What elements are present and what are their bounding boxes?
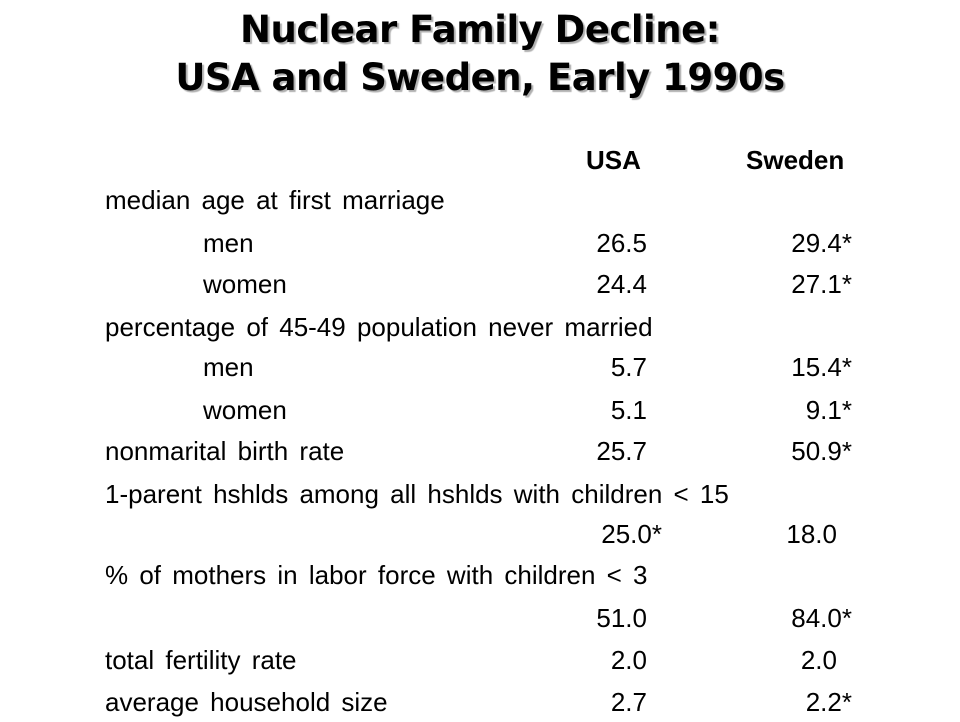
usa-value: 24.4 [596,269,647,299]
sweden-value: 27.1* [791,269,852,299]
row-label: total fertility rate [105,645,297,675]
usa-value: 51.0 [596,603,647,633]
usa-value: 2.7 [610,687,647,717]
page-title: Nuclear Family Decline: USA and Sweden, … [0,6,960,102]
table-row: men 5.7 15.4* [0,347,960,387]
table-row: women 24.4 27.1* [0,264,960,304]
title-line-2: USA and Sweden, Early 1990s [175,56,785,99]
row-label: men [203,352,254,382]
footnote-asterisk: * [841,269,852,299]
column-header-sweden: Sweden [746,145,845,175]
row-label: women [203,395,287,425]
footnote-asterisk: * [841,228,852,258]
usa-value: 5.1 [610,395,647,425]
table-row: women 5.1 9.1* [0,390,960,430]
row-label: % of mothers in labor force with childre… [105,560,648,590]
table-row: nonmarital birth rate 25.7 50.9* [0,431,960,471]
footnote-asterisk: * [841,352,852,382]
sweden-value: 2.2* [805,687,852,717]
table-row: median age at first marriage [0,180,960,220]
sweden-value: 9.1* [805,395,852,425]
table-row: 51.0 84.0* [0,598,960,638]
sweden-value: 50.9* [791,436,852,466]
table-row: total fertility rate 2.0 2.0 [0,640,960,680]
table-row: men 26.5 29.4* [0,223,960,263]
sweden-value: 2.0 [800,645,837,675]
usa-value: 2.0 [610,645,647,675]
footnote-asterisk: * [841,395,852,425]
table-row: % of mothers in labor force with childre… [0,555,960,595]
row-label: nonmarital birth rate [105,436,345,466]
row-label: men [203,228,254,258]
usa-value: 25.7 [596,436,647,466]
row-label: percentage of 45-49 population never mar… [105,312,653,342]
footnote-asterisk: * [841,603,852,633]
row-label: average household size [105,687,388,717]
row-label: 1-parent hshlds among all hshlds with ch… [105,479,729,509]
sweden-value: 18.0 [786,519,837,549]
sweden-value: 15.4* [791,352,852,382]
row-label: median age at first marriage [105,185,445,215]
usa-value: 26.5 [596,228,647,258]
footnote-asterisk: * [841,436,852,466]
title-line-1: Nuclear Family Decline: [240,8,720,51]
row-label: women [203,269,287,299]
usa-value: 5.7 [610,352,647,382]
table-row: percentage of 45-49 population never mar… [0,307,960,347]
table-row: 25.0* 18.0 [0,514,960,554]
sweden-value: 29.4* [791,228,852,258]
table-row: 1-parent hshlds among all hshlds with ch… [0,474,960,514]
sweden-value: 84.0* [791,603,852,633]
usa-value: 25.0* [601,519,662,549]
column-header-usa: USA [586,145,641,175]
footnote-asterisk: * [651,519,662,549]
footnote-asterisk: * [841,687,852,717]
table-row: average household size 2.7 2.2* [0,682,960,722]
